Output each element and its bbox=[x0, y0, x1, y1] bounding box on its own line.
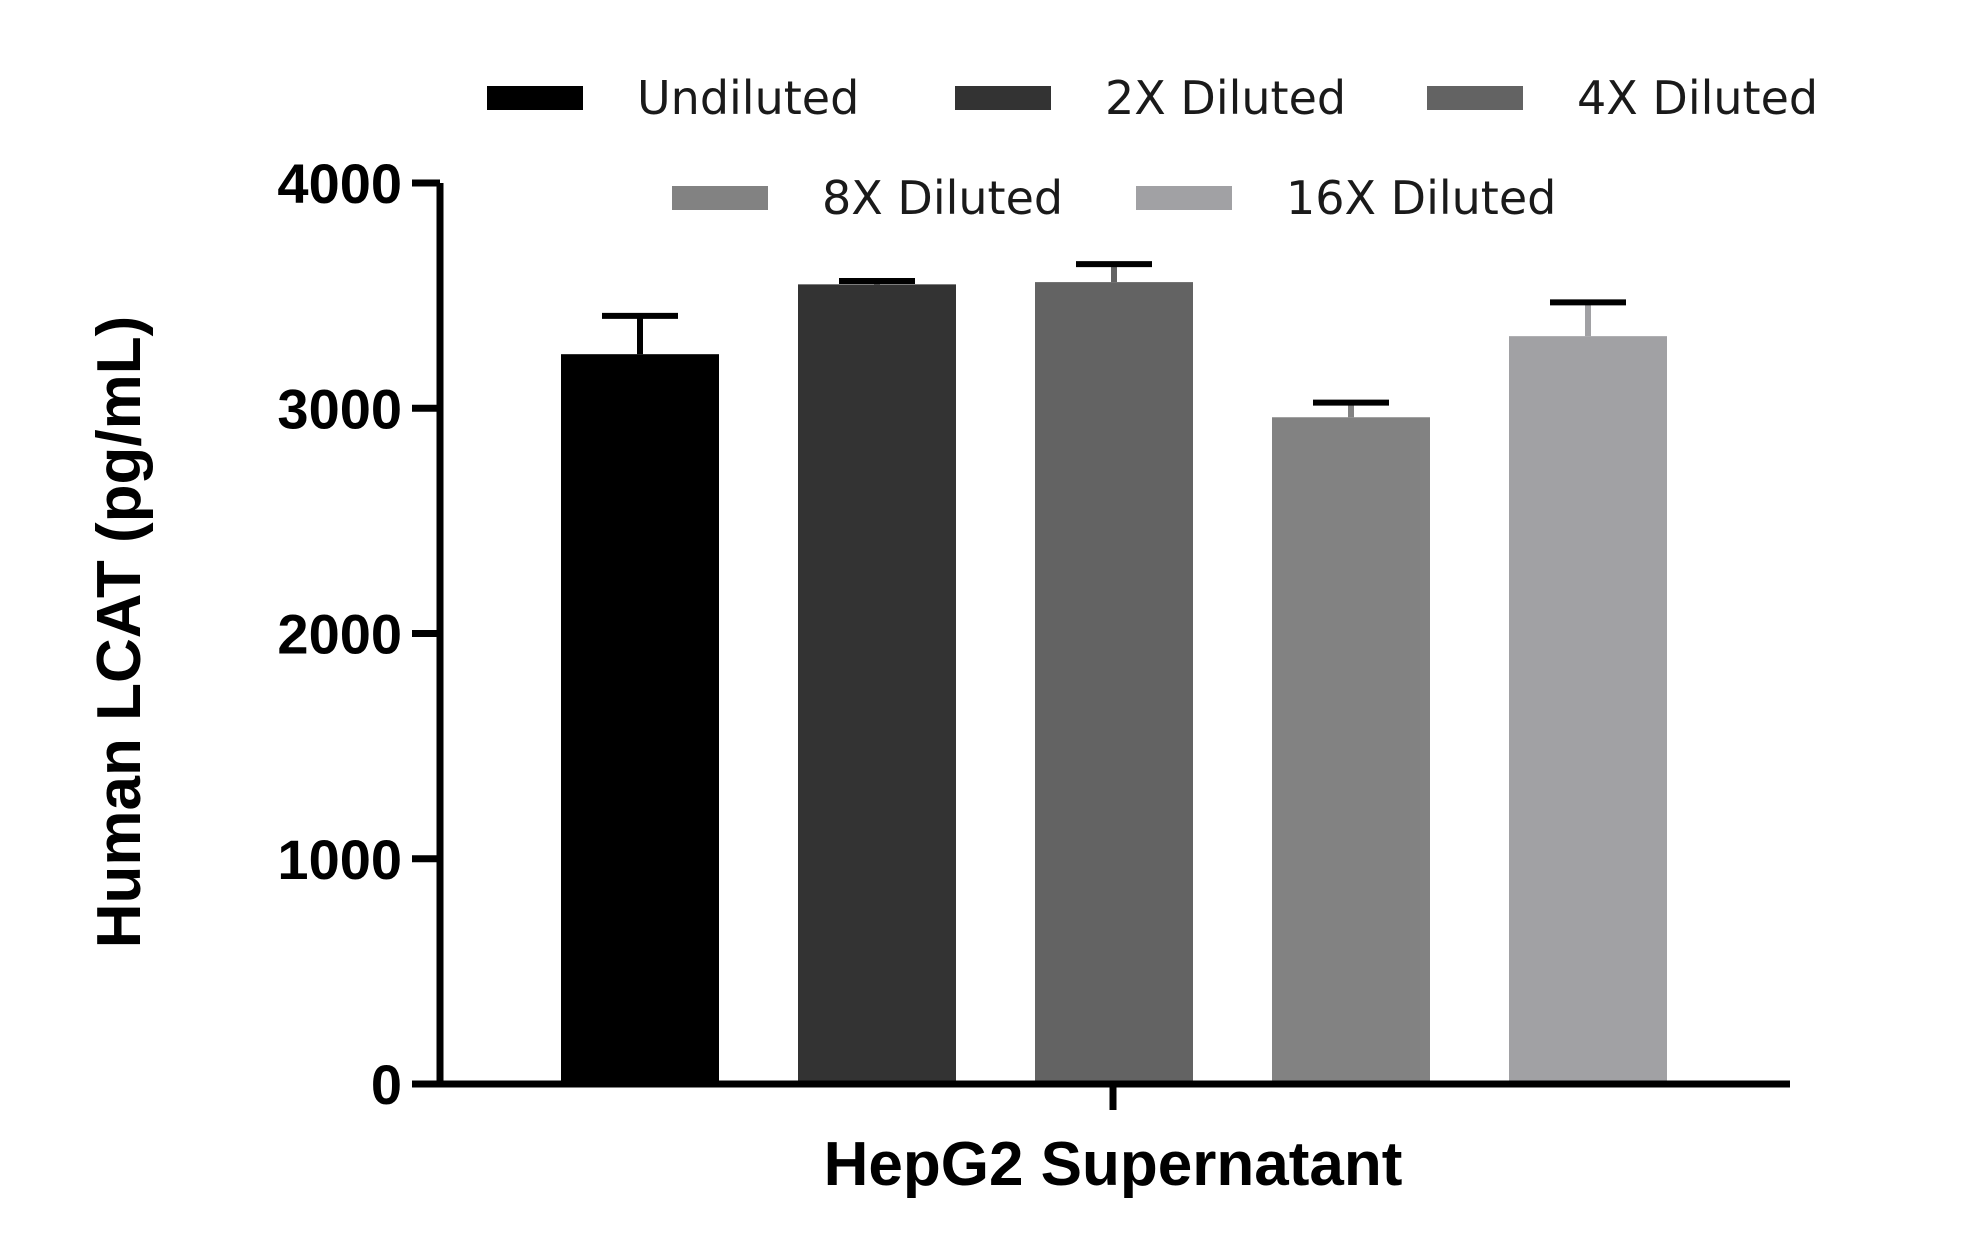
legend-swatch bbox=[955, 86, 1051, 110]
legend-swatch bbox=[1136, 186, 1232, 210]
y-tick-label: 3000 bbox=[277, 377, 402, 440]
legend: Undiluted 2X Diluted 4X Diluted 8X Diluted 1… bbox=[487, 71, 1818, 225]
y-tick-label: 4000 bbox=[277, 152, 402, 215]
legend-label: Undiluted bbox=[637, 71, 859, 125]
bar bbox=[1272, 417, 1430, 1084]
y-axis-title: Human LCAT (pg/mL) bbox=[85, 316, 154, 949]
legend-swatch bbox=[1427, 86, 1523, 110]
legend-label: 8X Diluted bbox=[822, 171, 1063, 225]
y-tick-label: 1000 bbox=[277, 828, 402, 891]
legend-swatch bbox=[487, 86, 583, 110]
y-tick-label: 2000 bbox=[277, 603, 402, 666]
bars bbox=[561, 261, 1667, 1084]
x-axis-title: HepG2 Supernatant bbox=[824, 1130, 1403, 1199]
bar bbox=[561, 354, 719, 1084]
bar bbox=[798, 284, 956, 1084]
legend-label: 2X Diluted bbox=[1105, 71, 1346, 125]
y-tick-label: 0 bbox=[371, 1053, 402, 1116]
legend-swatch bbox=[672, 186, 768, 210]
y-ticks: 0 1000 2000 3000 4000 bbox=[277, 152, 1117, 1116]
legend-label: 4X Diluted bbox=[1577, 71, 1818, 125]
bar bbox=[1035, 282, 1193, 1084]
bar bbox=[1509, 336, 1667, 1084]
legend-label: 16X Diluted bbox=[1286, 171, 1556, 225]
